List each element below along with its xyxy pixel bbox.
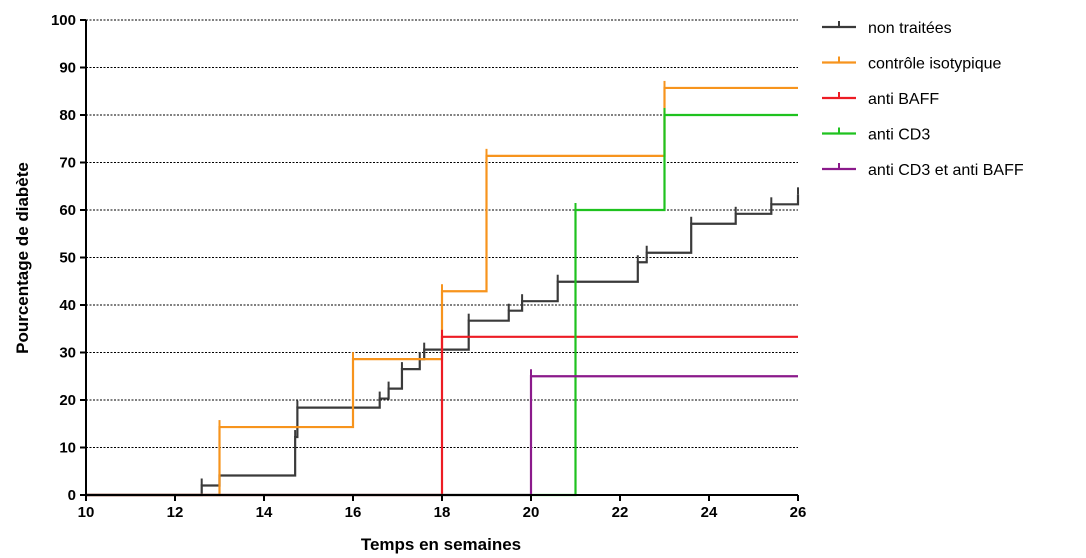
y-tick-label: 10 [59, 440, 76, 457]
legend: non traitées contrôle isotypique anti BAFF… [822, 20, 1024, 179]
y-axis-label: Pourcentage de diabète [13, 162, 32, 354]
x-tick-label: 14 [256, 504, 273, 521]
x-tick-label: 22 [612, 504, 629, 521]
x-tick-label: 12 [167, 504, 184, 521]
x-tick-label: 16 [345, 504, 362, 521]
series-layer [86, 80, 800, 497]
x-axis-label: Temps en semaines [361, 535, 521, 554]
legend-label: non traitées [868, 20, 952, 37]
y-tick-label: 100 [51, 12, 76, 29]
y-tick-label: 90 [59, 60, 76, 77]
legend-label: contrôle isotypique [868, 56, 1002, 73]
legend-label: anti CD3 et anti BAFF [868, 162, 1024, 179]
x-tick-label: 10 [78, 504, 95, 521]
y-tick-label: 80 [59, 107, 76, 124]
x-tick-label: 26 [790, 504, 807, 521]
y-tick-label: 30 [59, 345, 76, 362]
legend-label: anti BAFF [868, 91, 939, 108]
y-tick-label: 20 [59, 392, 76, 409]
legend-label: anti CD3 [868, 127, 930, 144]
y-tick-label: 70 [59, 155, 76, 172]
y-tick-label: 0 [68, 487, 76, 504]
y-tick-label: 50 [59, 250, 76, 267]
x-tick-label: 18 [434, 504, 451, 521]
series-line [86, 335, 798, 497]
x-tick-label: 20 [523, 504, 540, 521]
x-tick-label: 24 [701, 504, 718, 521]
y-tick-label: 60 [59, 202, 76, 219]
y-tick-label: 40 [59, 297, 76, 314]
